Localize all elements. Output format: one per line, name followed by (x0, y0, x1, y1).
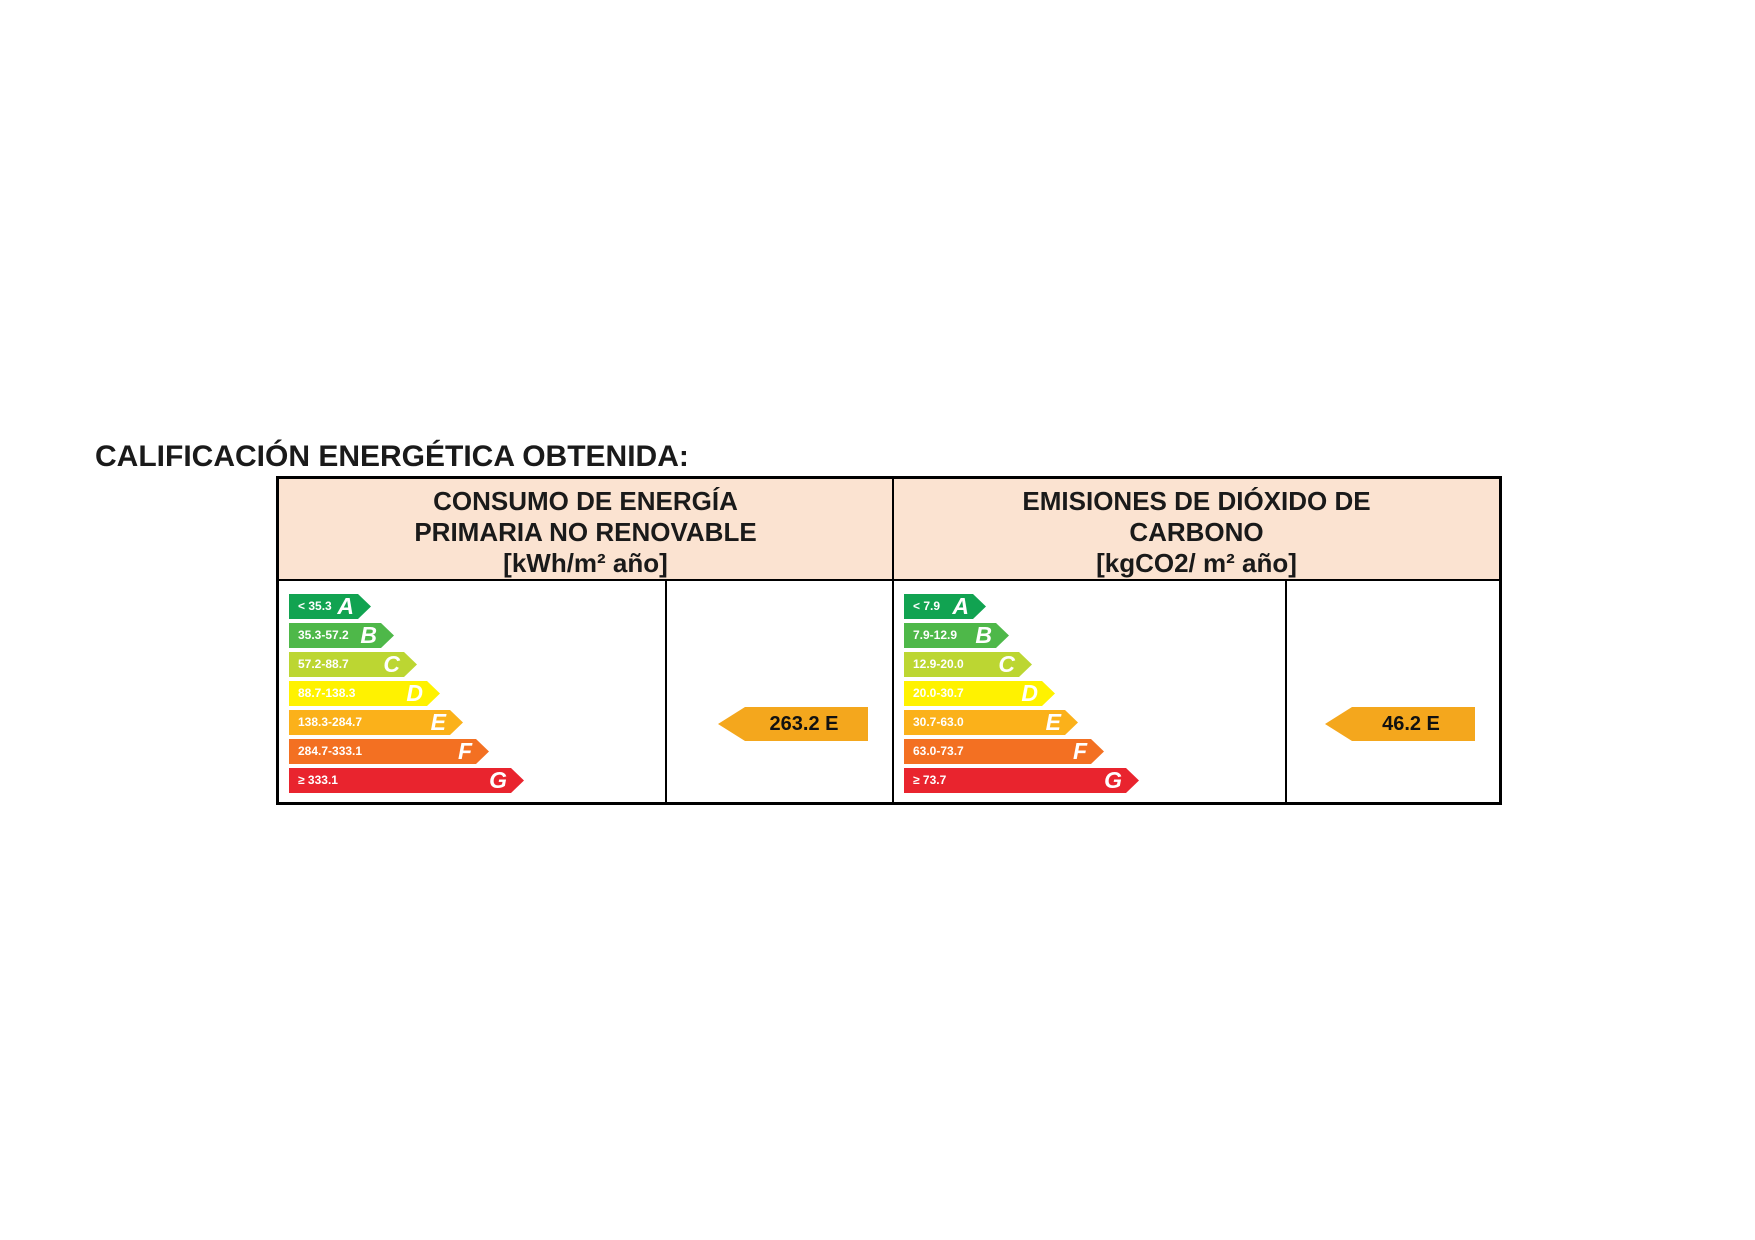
rating-band: ≥ 73.7 G (904, 768, 1139, 793)
band-range-label: 138.3-284.7 (298, 715, 363, 729)
header-emisiones-units: [kgCO2/ m² año] (1096, 548, 1297, 578)
band-letter: E (1045, 709, 1061, 735)
rating-band: 63.0-73.7 F (904, 739, 1104, 764)
rating-band: 30.7-63.0 E (904, 710, 1078, 735)
band-letter: D (1021, 680, 1038, 706)
band-range-label: ≥ 333.1 (298, 773, 338, 787)
header-consumo: CONSUMO DE ENERGÍA PRIMARIA NO RENOVABLE… (279, 479, 894, 581)
rating-band: 12.9-20.0 C (904, 652, 1032, 677)
band-range-label: 30.7-63.0 (913, 715, 964, 729)
header-consumo-line1: CONSUMO DE ENERGÍA (433, 486, 738, 516)
band-range-label: 284.7-333.1 (298, 744, 363, 758)
energy-rating-table: CONSUMO DE ENERGÍA PRIMARIA NO RENOVABLE… (276, 476, 1502, 805)
rating-band: < 35.3 A (289, 594, 371, 619)
band-letter: B (360, 622, 377, 648)
result-value-consumo: 263.2 E (769, 712, 839, 735)
header-consumo-line2: PRIMARIA NO RENOVABLE (414, 517, 757, 547)
header-consumo-units: [kWh/m² año] (503, 548, 668, 578)
result-arrow-emisiones: 46.2 E (1325, 707, 1475, 741)
band-letter: A (337, 593, 354, 619)
section-title: CALIFICACIÓN ENERGÉTICA OBTENIDA: (95, 440, 689, 473)
band-range-label: 57.2-88.7 (298, 657, 349, 671)
scale-consumo: < 35.3 A 35.3-57.2 B 57.2-88.7 C 88.7-13… (279, 581, 667, 802)
band-letter: C (383, 651, 400, 677)
band-range-label: 7.9-12.9 (913, 628, 958, 642)
rating-band: < 7.9 A (904, 594, 986, 619)
rating-band: 88.7-138.3 D (289, 681, 440, 706)
header-emisiones-line2: CARBONO (1129, 517, 1264, 547)
band-letter: D (406, 680, 423, 706)
band-range-label: 12.9-20.0 (913, 657, 964, 671)
rating-band: 138.3-284.7 E (289, 710, 463, 735)
band-range-label: 88.7-138.3 (298, 686, 356, 700)
band-range-label: 35.3-57.2 (298, 628, 349, 642)
header-emisiones: EMISIONES DE DIÓXIDO DE CARBONO [kgCO2/ … (894, 479, 1499, 581)
band-range-label: 20.0-30.7 (913, 686, 964, 700)
rating-band: 20.0-30.7 D (904, 681, 1055, 706)
result-arrow-consumo: 263.2 E (718, 707, 868, 741)
rating-band: ≥ 333.1 G (289, 768, 524, 793)
header-emisiones-line1: EMISIONES DE DIÓXIDO DE (1022, 486, 1371, 516)
band-letter: E (430, 709, 446, 735)
band-letter: A (952, 593, 969, 619)
result-cell-emisiones: 46.2 E (1287, 581, 1499, 802)
band-range-label: ≥ 73.7 (913, 773, 947, 787)
band-range-label: 63.0-73.7 (913, 744, 964, 758)
band-range-label: < 7.9 (913, 599, 941, 613)
rating-band: 57.2-88.7 C (289, 652, 417, 677)
rating-band: 284.7-333.1 F (289, 739, 489, 764)
band-letter: G (489, 767, 507, 793)
band-letter: F (1072, 738, 1087, 764)
result-cell-consumo: 263.2 E (667, 581, 894, 802)
rating-band: 7.9-12.9 B (904, 623, 1009, 648)
band-letter: G (1104, 767, 1122, 793)
result-value-emisiones: 46.2 E (1382, 712, 1440, 735)
band-letter: F (457, 738, 472, 764)
band-letter: B (975, 622, 992, 648)
band-letter: C (998, 651, 1015, 677)
rating-band: 35.3-57.2 B (289, 623, 394, 648)
scale-emisiones: < 7.9 A 7.9-12.9 B 12.9-20.0 C 20.0-30.7… (894, 581, 1287, 802)
band-range-label: < 35.3 (298, 599, 332, 613)
